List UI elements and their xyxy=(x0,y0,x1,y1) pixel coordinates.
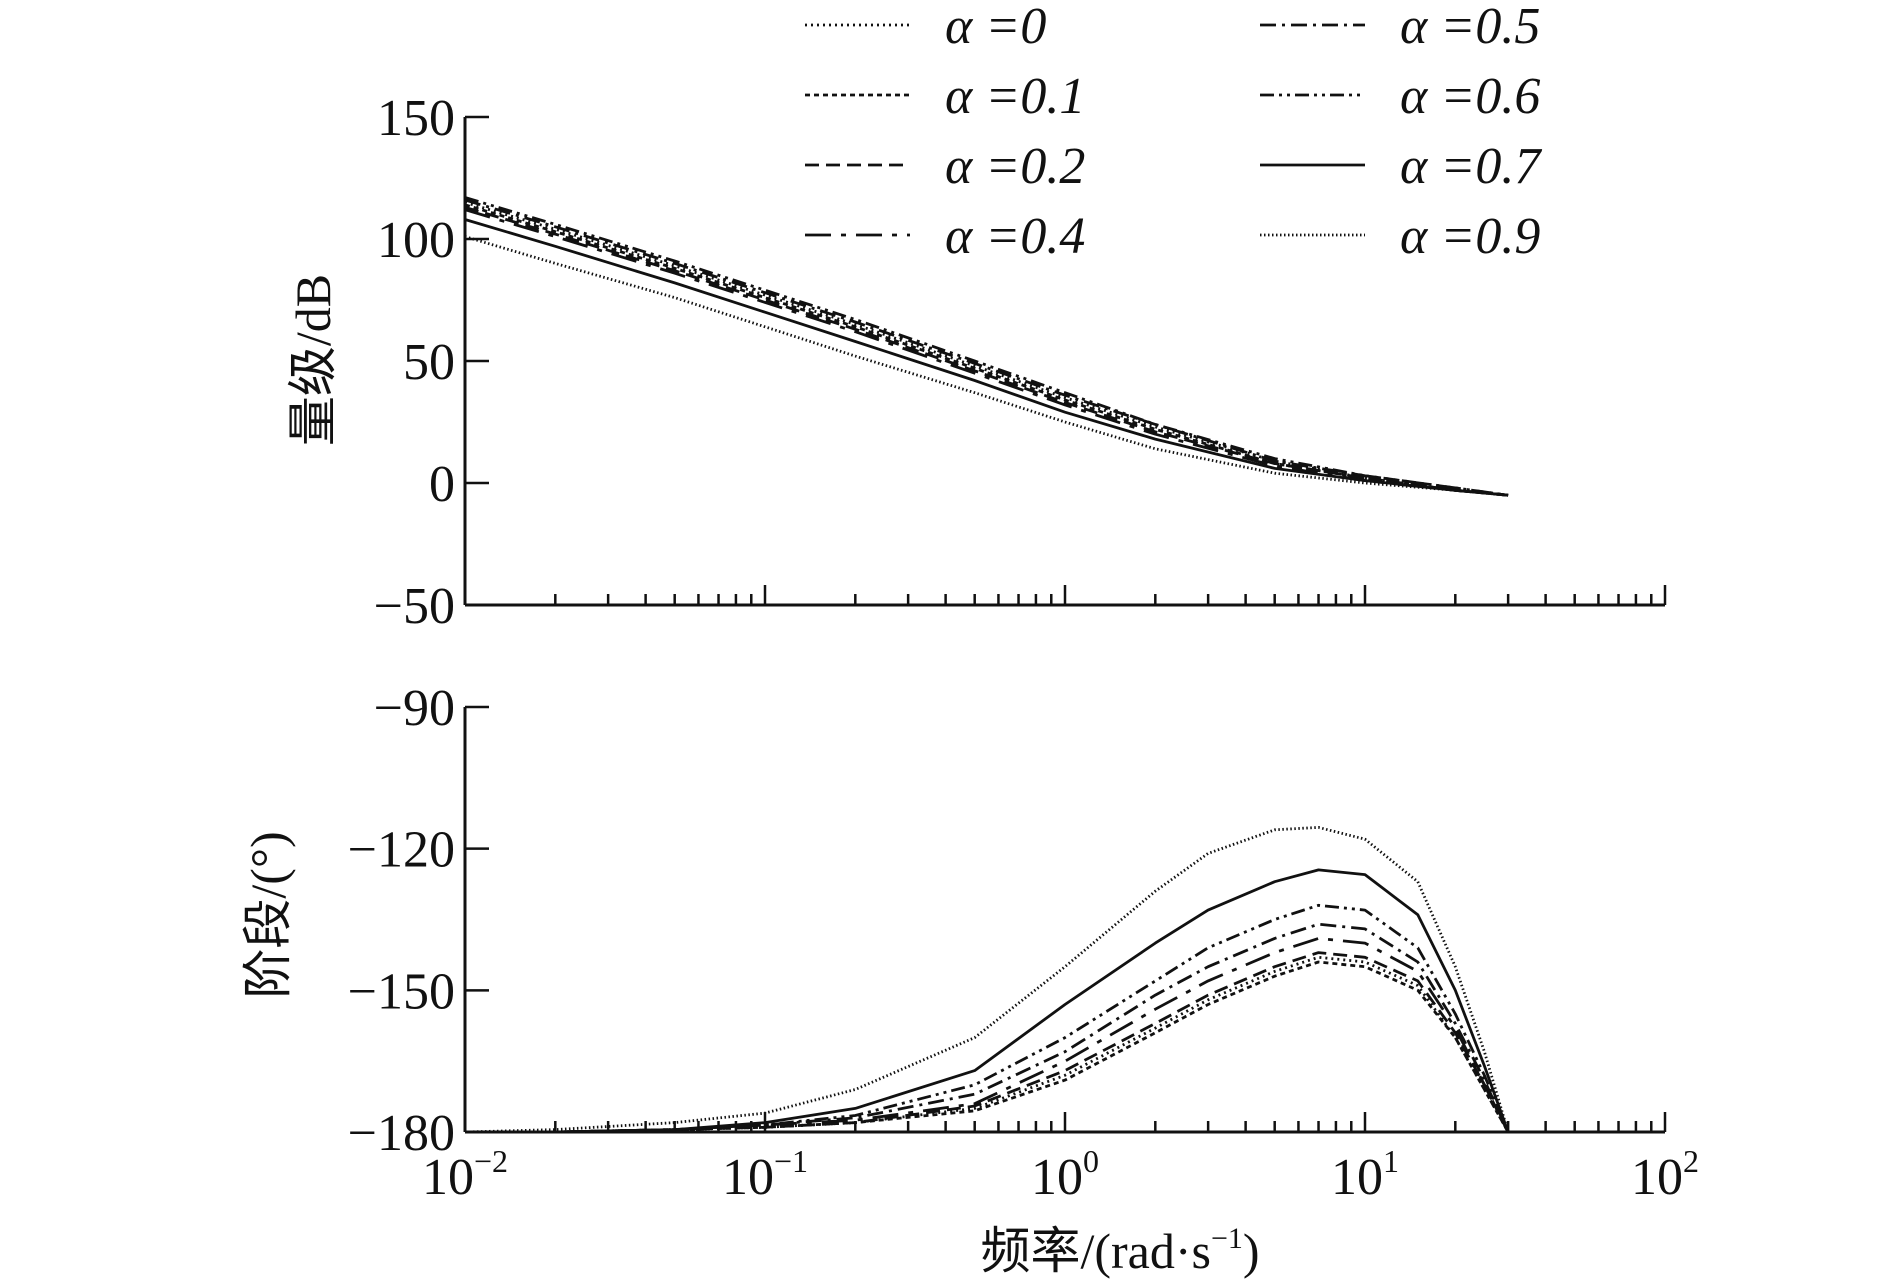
xtick-label: 101 xyxy=(1331,1143,1399,1206)
magnitude-series-line xyxy=(464,205,1509,497)
magnitude-series-line xyxy=(464,235,1509,497)
phase-series-line xyxy=(465,960,1510,1134)
magnitude-panel: −50 0 50 100 150 量级/dB xyxy=(285,90,1667,635)
magnitude-series-line xyxy=(464,198,1509,497)
phase-axes: −180 −150 −120 −90 10−2 10−1 100 101 102 xyxy=(348,680,1699,1206)
magnitude-ylabel: 量级/dB xyxy=(285,274,341,446)
phase-series-line xyxy=(465,868,1510,1134)
legend-entry-label: α =0.7 xyxy=(1400,138,1542,195)
phase-series-line xyxy=(465,955,1510,1134)
legend-entry-label: α =0 xyxy=(945,0,1046,55)
legend-entry-label: α =0.5 xyxy=(1400,0,1540,55)
magnitude-series-line xyxy=(464,218,1509,497)
magnitude-axes: −50 0 50 100 150 xyxy=(374,90,1667,635)
legend-entry-label: α =0.6 xyxy=(1400,68,1540,125)
magnitude-ytick-label: 100 xyxy=(377,212,455,269)
magnitude-series xyxy=(464,196,1509,497)
xtick-label: 100 xyxy=(1031,1143,1099,1206)
phase-ytick-label: −180 xyxy=(348,1105,455,1162)
phase-series xyxy=(464,826,1510,1134)
magnitude-ytick-label: 150 xyxy=(377,90,455,147)
magnitude-ytick-label: −50 xyxy=(374,578,455,635)
x-axis-label-sup: −1 xyxy=(1211,1222,1243,1255)
magnitude-ytick-label: 50 xyxy=(403,334,455,391)
x-axis-label-main: 频率/(rad·s xyxy=(980,1223,1211,1279)
phase-series-line xyxy=(465,937,1510,1134)
x-axis-label-tail: ) xyxy=(1243,1223,1260,1279)
phase-panel: −180 −150 −120 −90 10−2 10−1 100 101 102 阶段/(°) xyxy=(240,680,1699,1206)
legend-entry-label: α =0.2 xyxy=(945,138,1085,195)
magnitude-series-line xyxy=(464,196,1509,497)
legend-entry-label: α =0.9 xyxy=(1400,208,1540,265)
magnitude-ytick-label: 0 xyxy=(429,456,455,513)
phase-series-line xyxy=(465,922,1510,1134)
x-axis-label: 频率/(rad·s−1) xyxy=(980,1222,1259,1279)
legend-entry-label: α =0.4 xyxy=(945,208,1085,265)
phase-ylabel: 阶段/(°) xyxy=(240,831,296,998)
xtick-label: 10−1 xyxy=(722,1143,808,1206)
phase-ytick-label: −150 xyxy=(348,963,455,1020)
magnitude-series-line xyxy=(464,201,1509,497)
xtick-label: 10−2 xyxy=(422,1143,508,1206)
phase-ytick-label: −120 xyxy=(348,822,455,879)
legend-entry-label: α =0.1 xyxy=(945,68,1085,125)
legend: α =0 α =0.1 α =0.2 α =0.4 α =0.5 α =0.6 α =0.7… xyxy=(805,0,1542,265)
xtick-label: 102 xyxy=(1631,1143,1699,1206)
phase-ytick-label: −90 xyxy=(374,680,455,737)
phase-series-line xyxy=(464,826,1510,1134)
